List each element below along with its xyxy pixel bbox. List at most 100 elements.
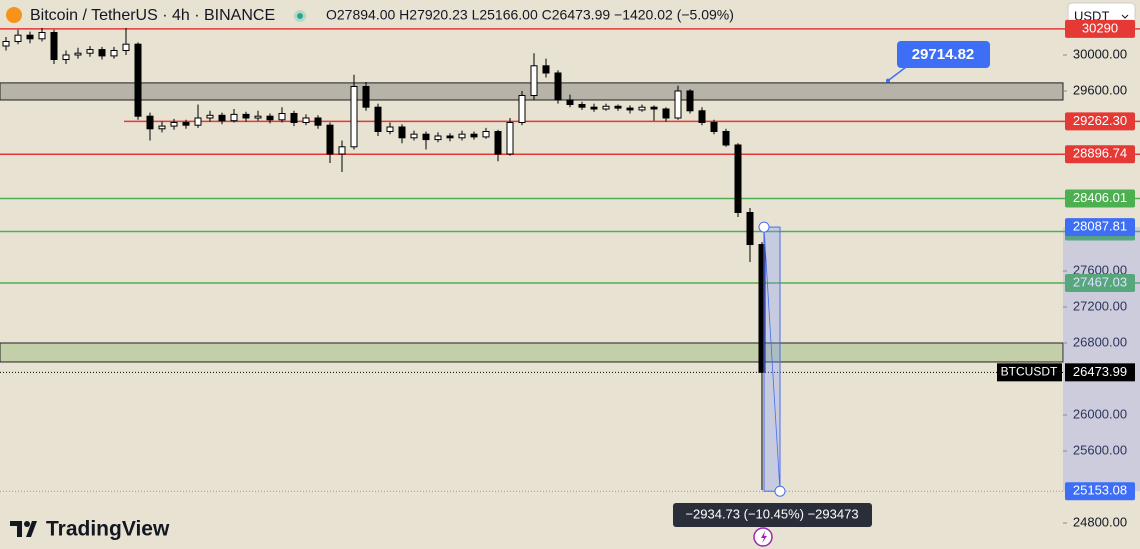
y-tick-label: 27600.00 — [1073, 262, 1127, 277]
y-tick-label: 24800.00 — [1073, 514, 1127, 529]
candle-body — [470, 133, 478, 138]
candle-body — [134, 43, 142, 117]
y-tick-label: 29600.00 — [1073, 82, 1127, 97]
candle-body — [62, 54, 70, 60]
candle-body — [122, 43, 130, 51]
candle-body — [506, 121, 514, 155]
status-dot-core — [297, 13, 303, 19]
candle-body — [158, 125, 166, 130]
candle-body — [674, 90, 682, 119]
candle-body — [38, 31, 46, 40]
candle-body — [206, 114, 214, 119]
callout-label: 29714.82 — [912, 46, 975, 63]
level-label: 30290 — [1082, 20, 1118, 35]
candle-body — [182, 121, 190, 126]
candle-body — [410, 133, 418, 139]
candle-body — [338, 146, 346, 155]
candle-body — [290, 112, 298, 123]
candle-body — [14, 34, 22, 42]
candle-body — [242, 113, 250, 119]
coin-icon — [6, 7, 22, 23]
candle-body — [50, 31, 58, 60]
candle-body — [374, 106, 382, 132]
candle-body — [518, 94, 526, 123]
level-label-box — [1065, 189, 1135, 208]
symbol-title: Bitcoin / TetherUS · 4h · BINANCE — [30, 7, 275, 24]
candle-body — [218, 114, 226, 122]
candle-body — [362, 85, 370, 108]
y-tick-label: 26800.00 — [1073, 334, 1127, 349]
candle-body — [398, 126, 406, 139]
callout-anchor — [886, 78, 890, 83]
candle-body — [662, 108, 670, 119]
level-label-box — [1065, 112, 1135, 131]
measure-axis-band — [1063, 227, 1140, 492]
y-tick-label: 30000.00 — [1073, 46, 1127, 61]
zone — [0, 342, 1064, 363]
candle-body — [230, 113, 238, 122]
candle-body — [74, 52, 82, 56]
candle-body — [350, 85, 358, 148]
candle-body — [698, 110, 706, 123]
candle-body — [722, 130, 730, 146]
candle-body — [458, 133, 466, 139]
candle-body — [650, 106, 658, 110]
currency-label: USDT — [1074, 8, 1109, 23]
y-tick-label: 26000.00 — [1073, 406, 1127, 421]
candle-body — [734, 144, 742, 213]
y-tick-label: 25600.00 — [1073, 442, 1127, 457]
candle-body — [170, 121, 178, 127]
level-label-box — [1065, 273, 1135, 292]
candle-body — [98, 49, 106, 57]
dropdown-arrow — [1121, 14, 1129, 19]
candle-body — [554, 72, 562, 101]
callout-box — [897, 41, 990, 68]
candle-body — [686, 90, 694, 112]
level-label: 28896.74 — [1073, 146, 1127, 161]
ohlc-legend: O27894.00 H27920.23 L25166.00 C26473.99 … — [326, 7, 734, 23]
last-price-label: 26473.99 — [1073, 364, 1127, 379]
level-label-box — [1065, 19, 1135, 38]
measure-handle — [774, 485, 786, 497]
measure-label-box — [1065, 482, 1135, 501]
candle-body — [494, 130, 502, 155]
brand-logo — [10, 521, 37, 537]
candle-body — [578, 103, 586, 108]
measure-label-box — [1065, 218, 1135, 237]
last-price-box — [1065, 363, 1135, 382]
candle-body — [146, 115, 154, 130]
brand-name: TradingView — [46, 518, 170, 541]
candle-body — [434, 135, 442, 141]
level-label: 28406.01 — [1073, 190, 1127, 205]
candle-body — [254, 115, 262, 119]
candle-body — [86, 49, 94, 54]
measure-label: 28087.81 — [1073, 219, 1127, 234]
candle-body — [194, 117, 202, 126]
candle-body — [314, 117, 322, 126]
candle-body — [482, 130, 490, 138]
symbol-label: BTCUSDT — [1001, 365, 1058, 379]
candle-body — [542, 65, 550, 74]
level-label: 29262.30 — [1073, 113, 1127, 128]
logo-mark — [10, 521, 37, 537]
candle-body — [302, 117, 310, 123]
y-tick-label: 27200.00 — [1073, 298, 1127, 313]
candle-body — [278, 112, 286, 121]
candle-body — [110, 49, 118, 57]
event-bolt — [761, 531, 767, 543]
candle-body — [626, 107, 634, 111]
candle-body — [638, 106, 646, 111]
symbol-label-box — [997, 363, 1062, 382]
candle-body — [2, 40, 10, 47]
candle-body — [326, 124, 334, 155]
candle-body — [386, 126, 394, 132]
candle-body — [590, 106, 598, 110]
logo-dot — [24, 521, 30, 527]
level-label-box — [1065, 145, 1135, 164]
candle-body — [530, 65, 538, 96]
measure-diagonal — [763, 227, 781, 492]
candle-body — [422, 133, 430, 141]
